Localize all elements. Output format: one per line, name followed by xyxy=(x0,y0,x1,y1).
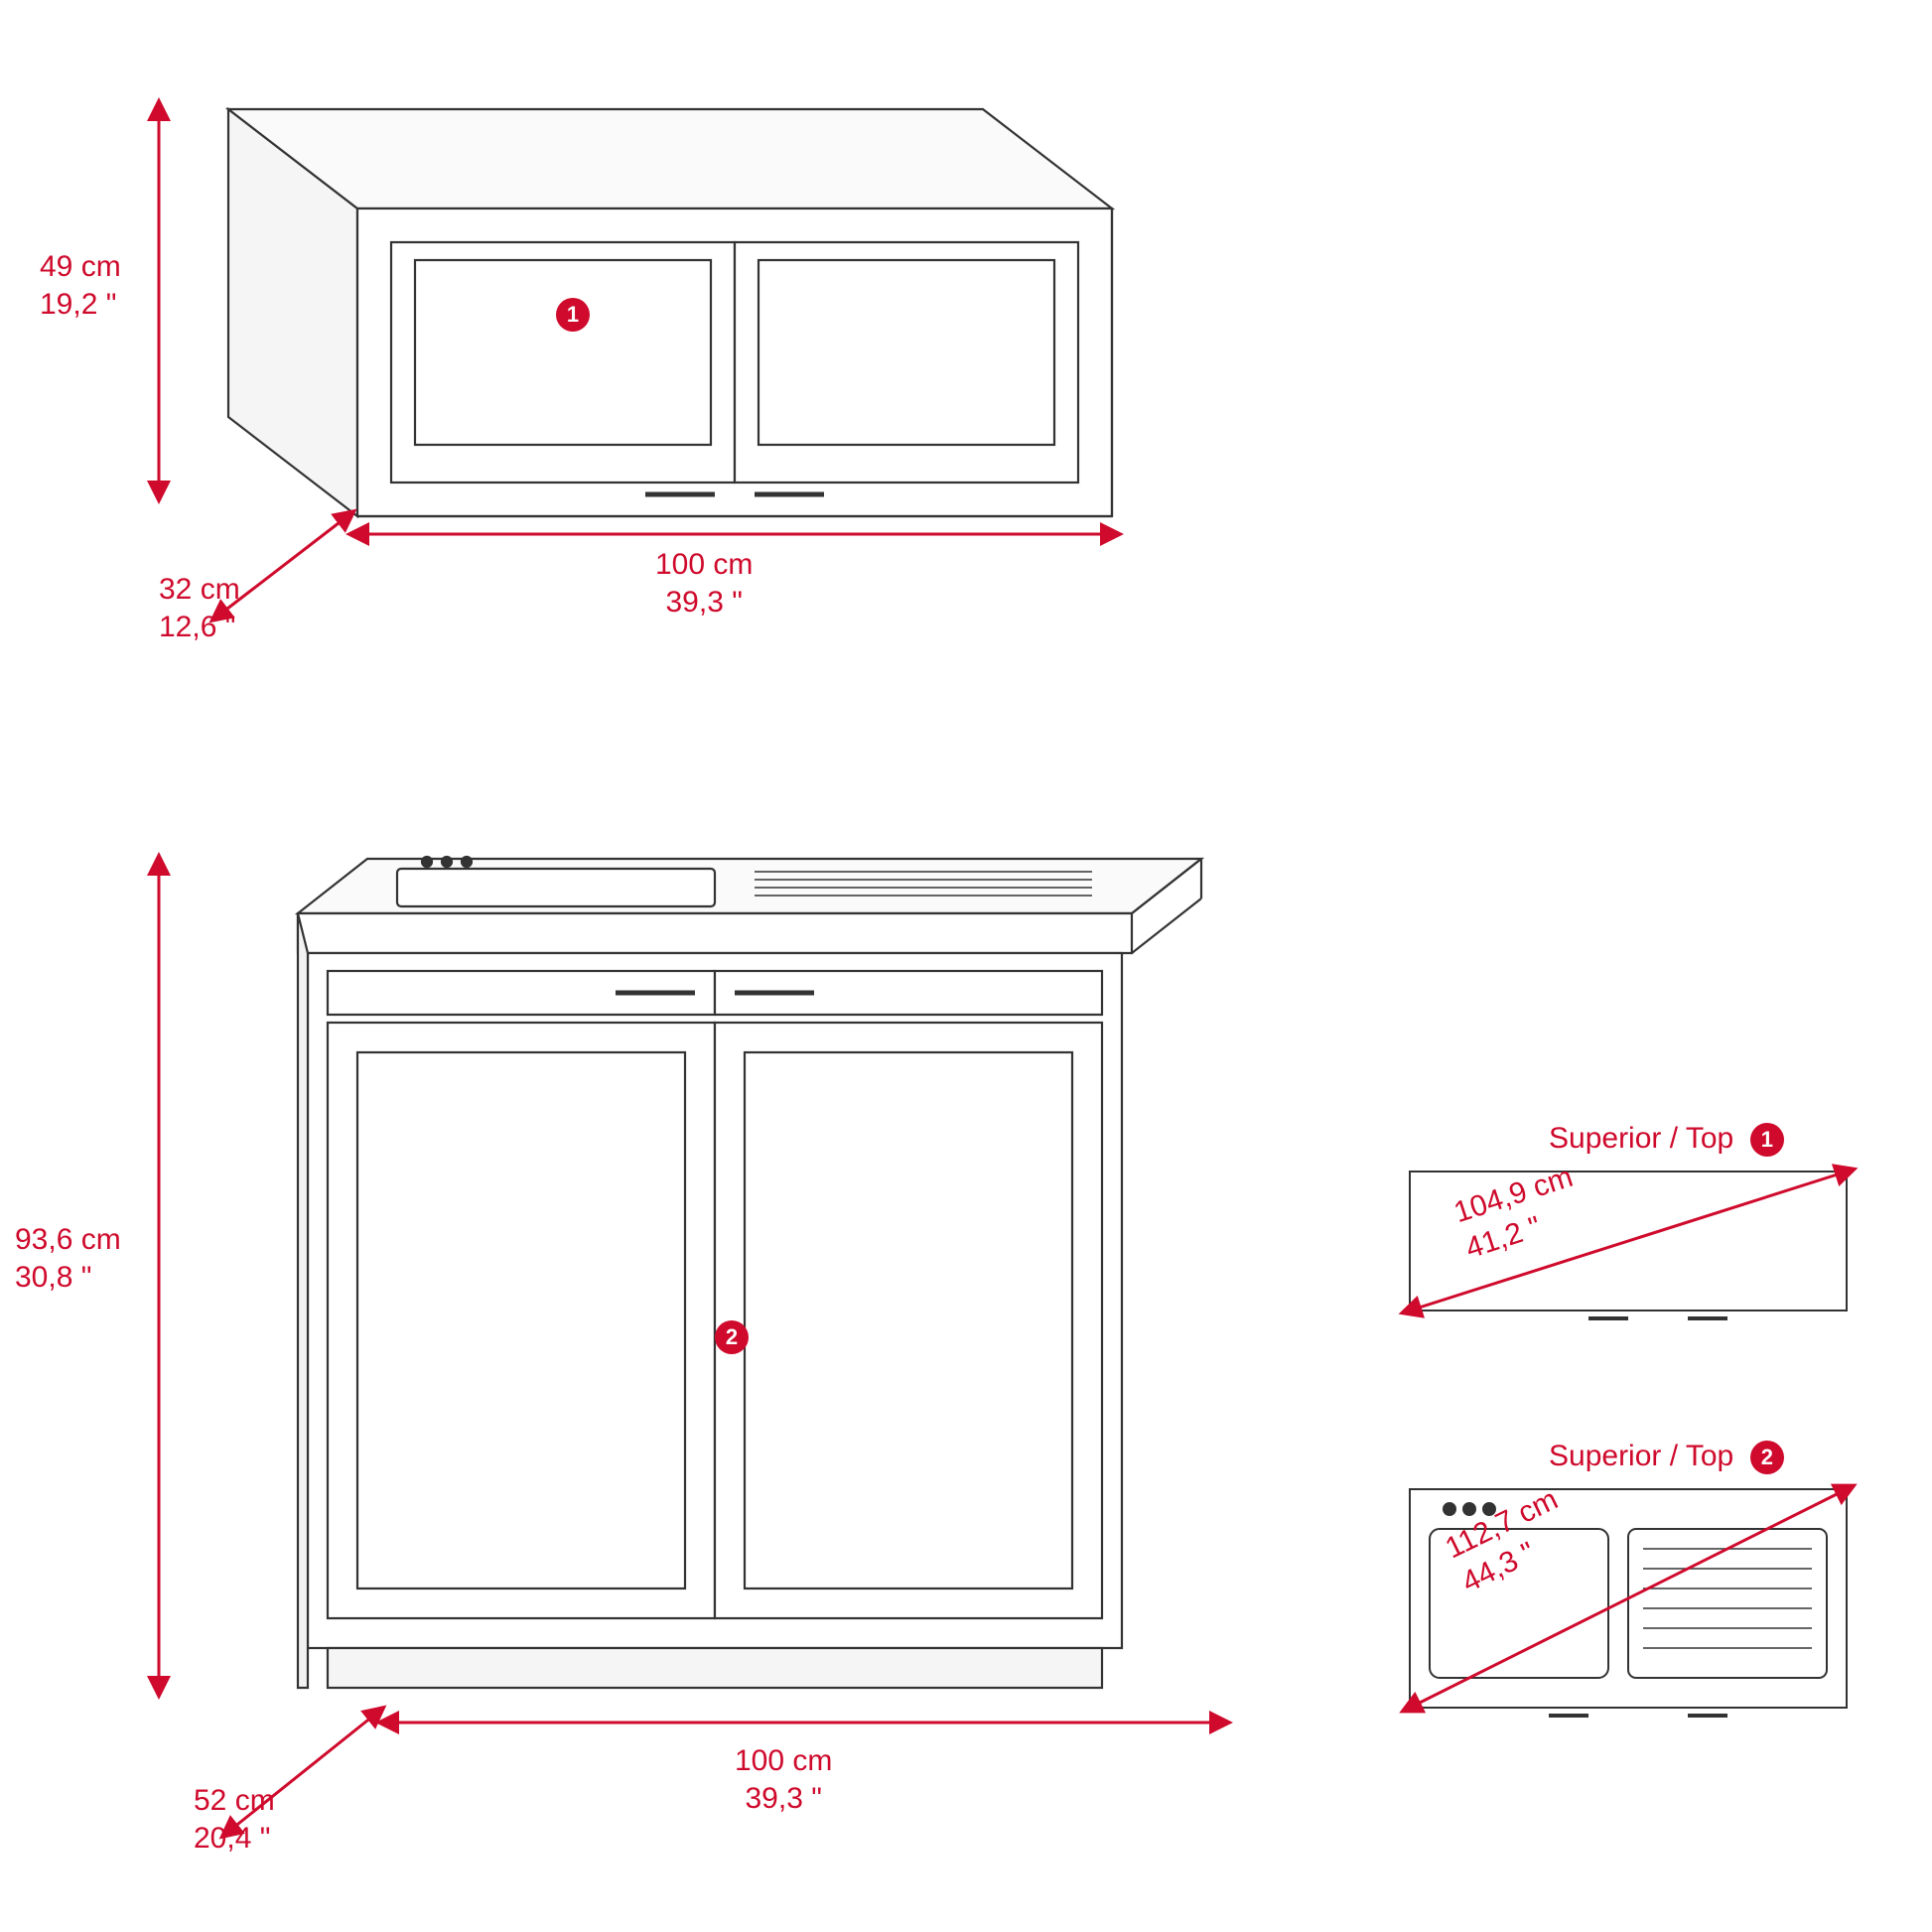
upper-depth-label: 32 cm 12,6 " xyxy=(159,571,240,645)
badge-2: 2 xyxy=(715,1320,749,1354)
lower-cabinet-drawing xyxy=(298,857,1201,1688)
lower-height-label: 93,6 cm 30,8 " xyxy=(15,1221,121,1296)
top-view-1-title: Superior / Top 1 xyxy=(1549,1122,1784,1157)
upper-height-label: 49 cm 19,2 " xyxy=(40,248,121,323)
upper-cabinet-drawing xyxy=(228,109,1112,516)
top-view-2-title: Superior / Top 2 xyxy=(1549,1440,1784,1474)
badge-1: 1 xyxy=(556,298,590,332)
upper-width-label: 100 cm 39,3 " xyxy=(655,546,753,621)
lower-width-label: 100 cm 39,3 " xyxy=(735,1742,832,1817)
diagram-canvas xyxy=(0,0,1932,1932)
lower-depth-label: 52 cm 20,4 " xyxy=(194,1782,275,1857)
